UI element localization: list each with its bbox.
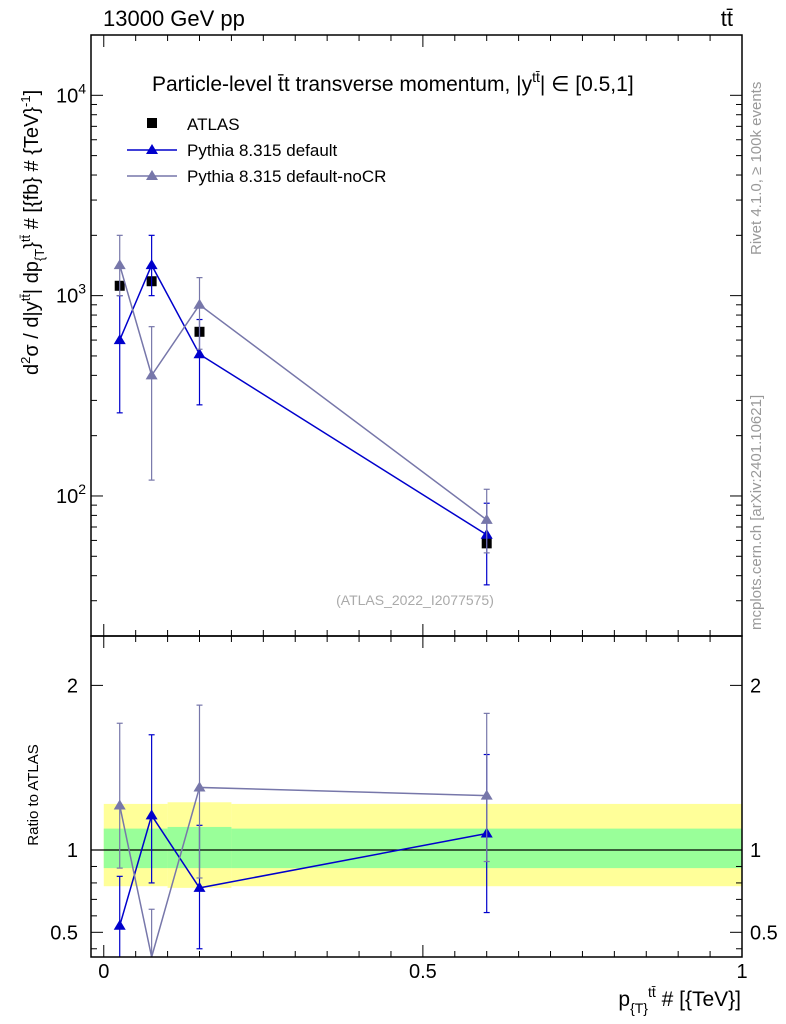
data-point-pythia-8-315-default bbox=[113, 334, 126, 345]
mcplots-label: mcplots.cern.ch [arXiv:2401.10621] bbox=[748, 395, 765, 630]
ratio-line-pythia-8-315-default bbox=[119, 813, 487, 926]
ratio-point-pythia-8-315-default-nocr bbox=[193, 781, 206, 792]
ratio-tick-labels: 0.5 0.51 12 20 0.5 1 bbox=[50, 675, 778, 983]
legend-marker-default bbox=[146, 144, 158, 154]
chart-title: Particle-level t̄t transverse momentum, … bbox=[152, 69, 634, 96]
data-point-pythia-8-315-default bbox=[193, 348, 206, 359]
main-y-tick-label: 102 bbox=[56, 481, 86, 508]
main-y-tick-label: 103 bbox=[56, 281, 86, 308]
main-y-tick-base: 10 bbox=[56, 286, 78, 308]
ratio-point-pythia-8-315-default-nocr bbox=[480, 789, 493, 800]
ratio-panel: 0.5 0.51 12 20 0.5 1 Ratio to ATLAS p{T}tt̄ #… bbox=[25, 635, 778, 1016]
legend-label-atlas: ATLAS bbox=[187, 115, 240, 134]
main-y-tick-exponent: 4 bbox=[78, 80, 86, 96]
legend-marker-nocr bbox=[146, 170, 158, 180]
ratio-band-inner bbox=[103, 828, 168, 869]
rivet-version-label: Rivet 4.1.0, ≥ 100k events bbox=[748, 82, 765, 255]
ratio-point-pythia-8-315-default-nocr bbox=[113, 799, 126, 810]
ratio-plot-frame bbox=[90, 635, 743, 958]
main-y-axis-label: d2σ / d|ytt̄| dp{T}tt̄ # [{fb} # {TeV}-1… bbox=[18, 90, 47, 375]
energy-label: 13000 GeV pp bbox=[103, 6, 245, 31]
series-line-pythia-8-315-default-nocr bbox=[119, 264, 488, 521]
main-y-tick-exponent: 3 bbox=[78, 281, 86, 297]
x-tick-label: 1 bbox=[736, 961, 747, 983]
legend-label-nocr: Pythia 8.315 default-noCR bbox=[187, 167, 386, 186]
ratio-axis-ticks bbox=[91, 636, 743, 957]
process-label: tt̄ bbox=[721, 6, 733, 31]
data-point-pythia-8-315-default-nocr bbox=[145, 369, 158, 380]
ratio-point-pythia-8-315-default bbox=[145, 809, 158, 820]
ratio-y-tick-label-left: 1 bbox=[67, 840, 78, 862]
data-point-pythia-8-315-default bbox=[145, 259, 158, 270]
ratio-series-layer bbox=[113, 704, 493, 958]
x-axis-label: p{T}tt̄ # [{TeV}] bbox=[618, 984, 741, 1016]
legend-marker-atlas bbox=[147, 118, 157, 128]
main-y-tick-base: 10 bbox=[56, 85, 78, 107]
data-point-pythia-8-315-default-nocr bbox=[193, 298, 206, 309]
ratio-line-pythia-8-315-default-nocr bbox=[118, 786, 487, 958]
ratio-point-pythia-8-315-default bbox=[113, 919, 126, 930]
x-tick-label: 0 bbox=[98, 961, 109, 983]
ratio-y-tick-label-right: 0.5 bbox=[750, 922, 778, 944]
ratio-y-tick-label-left: 2 bbox=[67, 675, 78, 697]
series-line-pythia-8-315-default bbox=[119, 263, 488, 536]
main-series-layer bbox=[113, 234, 493, 586]
analysis-reference: (ATLAS_2022_I2077575) bbox=[336, 592, 494, 608]
ratio-y-tick-label-right: 2 bbox=[750, 675, 761, 697]
main-y-tick-base: 10 bbox=[56, 486, 78, 508]
ratio-y-tick-label-right: 1 bbox=[750, 840, 761, 862]
main-y-tick-label: 104 bbox=[56, 80, 86, 107]
legend: ATLAS Pythia 8.315 default Pythia 8.315 … bbox=[127, 115, 386, 186]
main-y-tick-exponent: 2 bbox=[78, 481, 86, 497]
ratio-y-tick-label-left: 0.5 bbox=[50, 922, 78, 944]
data-point-pythia-8-315-default-nocr bbox=[480, 513, 493, 524]
main-axis-ticks bbox=[91, 34, 743, 637]
ratio-point-pythia-8-315-default bbox=[193, 881, 206, 892]
data-point-pythia-8-315-default-nocr bbox=[113, 259, 126, 270]
x-tick-label: 0.5 bbox=[409, 961, 437, 983]
ratio-y-axis-label: Ratio to ATLAS bbox=[25, 744, 42, 845]
legend-label-default: Pythia 8.315 default bbox=[187, 141, 338, 160]
